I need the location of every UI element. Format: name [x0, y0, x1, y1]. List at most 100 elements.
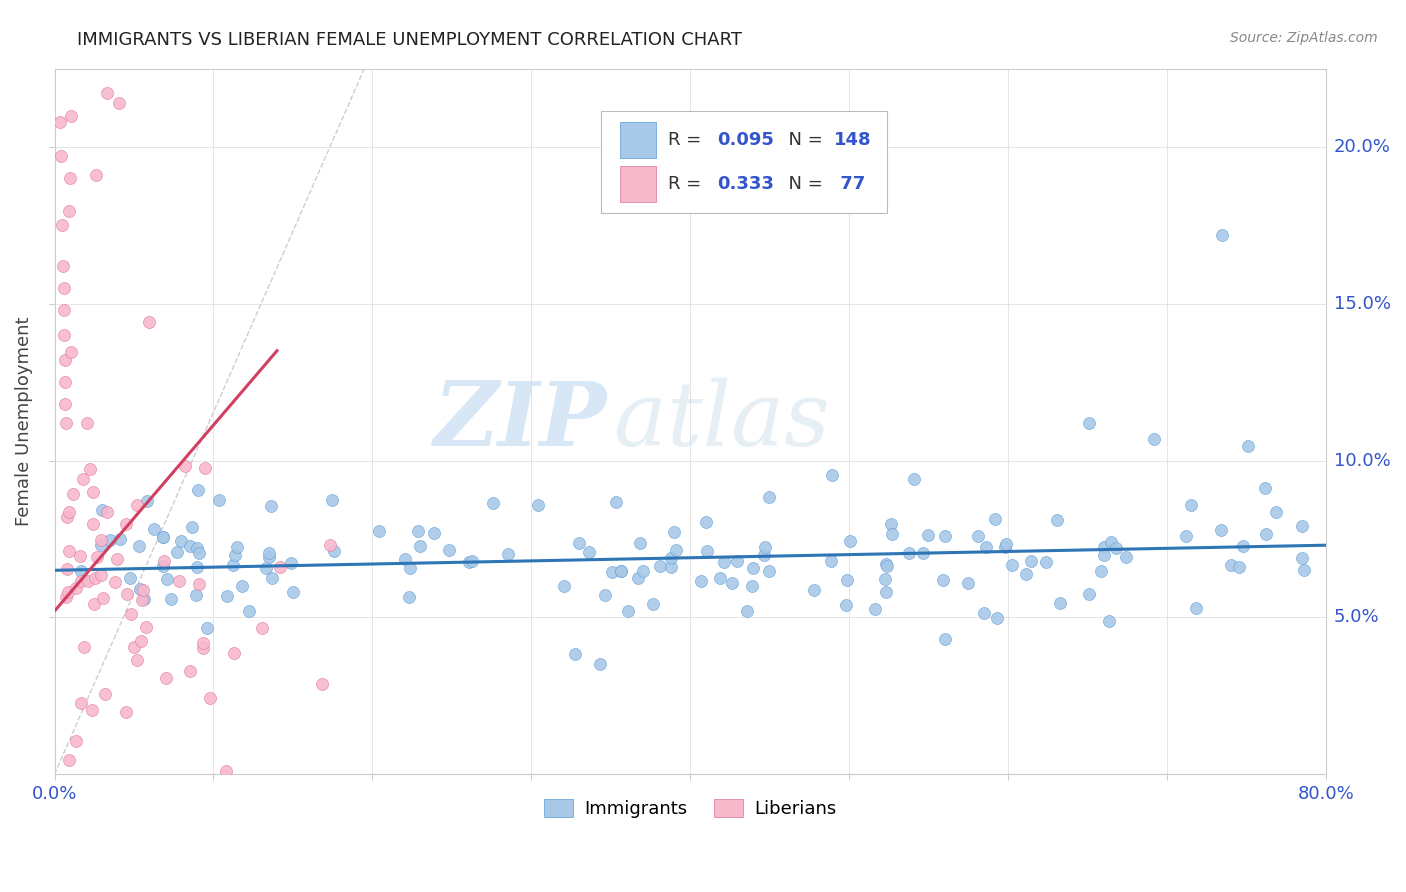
Point [835, 598, 858, 612]
Point [93, 687, 115, 701]
Point [104, 574, 127, 589]
Point [498, 547, 520, 561]
Point [695, 515, 717, 529]
Point [461, 553, 484, 567]
Point [143, 522, 166, 536]
Point [58, 544, 80, 558]
Point [600, 566, 623, 580]
Point [1185, 600, 1208, 615]
Point [135, 620, 157, 634]
Point [934, 632, 956, 646]
FancyBboxPatch shape [620, 122, 655, 158]
Point [52, 259, 75, 273]
Text: atlas: atlas [614, 378, 830, 465]
Text: 15.0%: 15.0% [1334, 294, 1391, 313]
Point [65, 581, 87, 595]
Point [578, 545, 600, 559]
Point [803, 583, 825, 598]
Point [56, 562, 79, 576]
Point [82, 516, 104, 531]
Point [821, 467, 844, 482]
Point [254, 561, 277, 575]
Point [1098, 615, 1121, 629]
Point [1211, 227, 1233, 242]
Point [1291, 519, 1313, 533]
Point [758, 490, 780, 504]
Text: 20.0%: 20.0% [1334, 138, 1391, 156]
Point [80, 703, 103, 717]
Point [665, 543, 688, 558]
Point [458, 556, 481, 570]
Point [875, 557, 897, 571]
Point [55, 590, 77, 604]
Point [984, 512, 1007, 526]
Point [51, 219, 73, 233]
Y-axis label: Female Unemployment: Female Unemployment [15, 317, 32, 526]
Point [269, 559, 291, 574]
Point [879, 516, 901, 531]
Point [238, 604, 260, 618]
Point [865, 602, 887, 616]
Point [1180, 498, 1202, 512]
Point [56, 510, 79, 524]
Text: 0.095: 0.095 [717, 131, 773, 149]
Point [932, 573, 955, 587]
Point [191, 641, 214, 656]
Point [96, 504, 118, 518]
Point [1092, 540, 1115, 554]
Point [1209, 523, 1232, 537]
Point [973, 606, 995, 620]
Point [260, 571, 283, 585]
Point [323, 544, 346, 558]
Point [398, 591, 420, 605]
Point [1115, 549, 1137, 564]
Point [90, 538, 112, 552]
Point [55, 416, 77, 430]
Point [131, 593, 153, 607]
Point [725, 554, 748, 568]
Point [59, 109, 82, 123]
Point [876, 558, 898, 573]
Point [73, 640, 96, 654]
Point [1232, 539, 1254, 553]
Point [195, 621, 218, 635]
Point [917, 528, 939, 542]
Point [128, 539, 150, 553]
Point [138, 315, 160, 329]
Point [627, 571, 650, 585]
Point [1019, 554, 1042, 568]
Point [167, 574, 190, 589]
Point [1143, 432, 1166, 446]
Point [59, 171, 82, 186]
Point [170, 533, 193, 548]
Point [51, 149, 73, 163]
Text: 5.0%: 5.0% [1334, 608, 1379, 626]
Point [52, 281, 75, 295]
Point [117, 587, 139, 601]
Point [1015, 567, 1038, 582]
Point [564, 647, 586, 661]
Point [741, 561, 763, 575]
Point [406, 524, 429, 539]
Point [193, 636, 215, 650]
Point [108, 96, 131, 111]
Point [956, 576, 979, 591]
Point [628, 536, 651, 550]
Point [631, 564, 654, 578]
Point [880, 526, 903, 541]
Point [1220, 558, 1243, 573]
Point [986, 611, 1008, 625]
Point [903, 472, 925, 486]
Point [86, 168, 108, 182]
Point [69, 549, 91, 563]
Point [1104, 541, 1126, 556]
Point [527, 498, 550, 512]
Point [91, 503, 114, 517]
Point [122, 640, 145, 654]
Point [58, 505, 80, 519]
Point [610, 564, 633, 578]
Point [1253, 481, 1275, 495]
Point [934, 529, 956, 543]
Point [1265, 505, 1288, 519]
Point [181, 520, 204, 534]
